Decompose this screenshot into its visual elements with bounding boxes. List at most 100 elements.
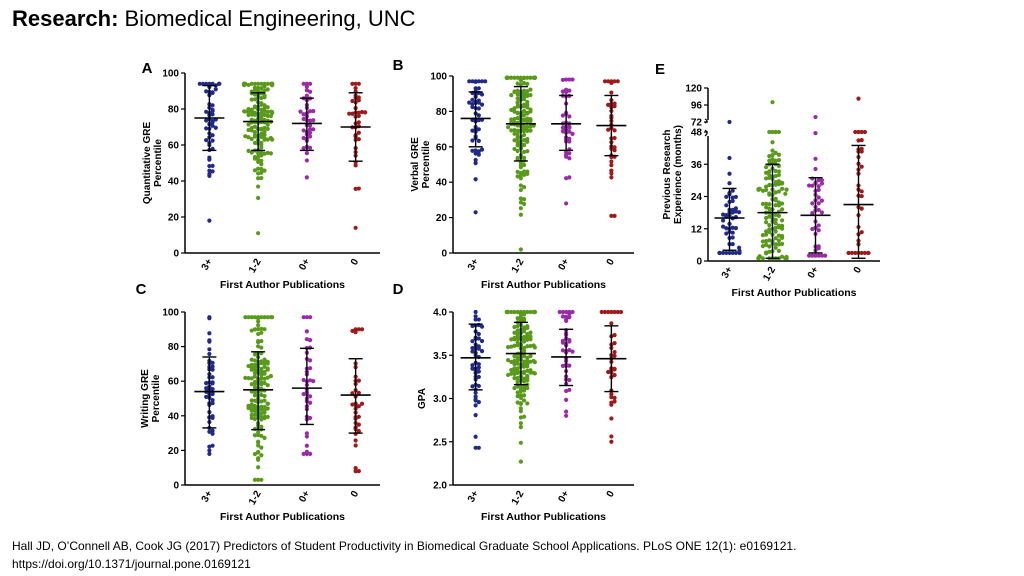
data-point — [242, 81, 247, 86]
data-point — [727, 119, 732, 125]
x-tick-label: 3+ — [466, 257, 481, 273]
data-point — [521, 126, 527, 131]
data-point — [767, 172, 772, 178]
data-point — [776, 182, 782, 187]
data-point — [733, 194, 739, 200]
data-point — [479, 338, 485, 344]
data-point — [356, 390, 361, 395]
data-point — [207, 157, 212, 162]
data-point — [304, 88, 309, 93]
data-point — [249, 398, 254, 403]
data-point — [476, 362, 481, 367]
data-point — [207, 316, 212, 321]
data-point — [467, 100, 472, 105]
panel-c: C 0 20 40 60 80 100 Writing GREPercentileWritin… — [136, 281, 380, 523]
x-tick-label: 1-2 — [247, 489, 264, 507]
data-point — [570, 309, 575, 315]
data-point — [470, 363, 475, 368]
data-point — [819, 178, 825, 183]
data-point — [259, 477, 264, 482]
data-point — [204, 381, 209, 386]
data-point — [823, 253, 828, 258]
data-point — [518, 206, 523, 211]
data-point — [249, 107, 254, 112]
data-point — [560, 113, 566, 118]
data-point — [307, 130, 313, 135]
x-axis-label: First Author Publications — [220, 511, 345, 523]
data-point — [304, 431, 309, 436]
y-tick-label: 100 — [162, 308, 179, 319]
data-point — [560, 125, 566, 130]
data-point — [476, 138, 481, 143]
y-axis-label: Previous ResearchExperience (months)Prev… — [662, 125, 684, 224]
data-point — [606, 79, 611, 84]
slide-title: Research: Biomedical Engineering, UNC — [12, 6, 416, 32]
data-point — [262, 435, 267, 440]
data-point — [813, 166, 818, 172]
data-point — [724, 203, 729, 208]
data-point — [204, 126, 209, 131]
data-point — [521, 388, 527, 393]
data-point — [353, 469, 358, 474]
data-point — [476, 346, 481, 351]
data-point — [252, 403, 258, 409]
data-point — [609, 439, 614, 444]
data-point — [567, 387, 572, 393]
data-point — [301, 391, 306, 397]
data-point — [773, 236, 778, 241]
data-point — [307, 127, 313, 132]
data-point — [767, 249, 772, 254]
data-point — [528, 343, 533, 349]
data-point — [525, 309, 530, 315]
data-point — [764, 184, 769, 189]
y-axis-label: Quantitative GREPercentileQuantitative G… — [142, 122, 164, 205]
data-point — [767, 238, 772, 243]
data-point — [816, 207, 821, 213]
data-point — [204, 118, 209, 123]
data-point — [612, 353, 617, 359]
data-point — [515, 340, 520, 345]
data-point — [265, 359, 270, 364]
data-point — [518, 196, 523, 201]
data-point — [515, 355, 520, 361]
data-point — [210, 400, 215, 406]
data-point — [764, 170, 769, 175]
data-point — [249, 376, 254, 381]
data-point — [776, 172, 782, 178]
data-point — [256, 449, 261, 455]
data-point — [776, 248, 782, 254]
y-tick-label: 60 — [168, 141, 180, 152]
data-point — [298, 109, 303, 114]
data-point — [525, 81, 530, 86]
data-point — [512, 369, 517, 374]
data-point — [353, 86, 358, 91]
data-point — [350, 81, 355, 86]
data-point — [866, 250, 871, 256]
y-tick-label: 12 — [691, 224, 703, 235]
data-point — [470, 104, 475, 110]
data-point — [307, 89, 313, 94]
data-point — [246, 82, 251, 88]
data-point — [767, 182, 772, 188]
data-point — [470, 138, 475, 143]
data-point — [733, 206, 739, 211]
data-point — [262, 168, 267, 173]
panel-letter: E — [655, 61, 665, 78]
data-point — [515, 375, 520, 381]
data-point — [724, 226, 729, 231]
data-point — [252, 416, 258, 422]
data-point — [518, 187, 523, 193]
data-point — [512, 354, 517, 359]
data-point — [518, 163, 523, 168]
data-point — [304, 434, 309, 439]
data-point — [476, 317, 481, 322]
data-point — [518, 247, 523, 252]
data-point — [476, 445, 481, 450]
data-point — [470, 79, 475, 84]
data-point — [207, 168, 212, 173]
data-point — [307, 109, 313, 114]
data-point — [252, 477, 258, 482]
data-point — [252, 412, 258, 417]
data-point — [210, 107, 215, 112]
data-point — [512, 106, 517, 111]
